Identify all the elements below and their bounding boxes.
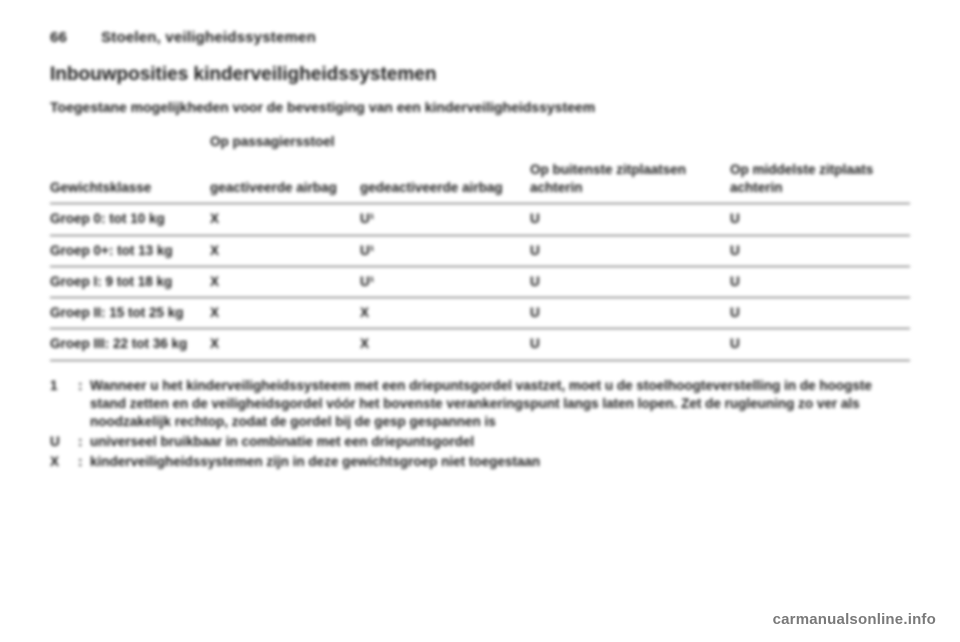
legend-key: X	[50, 453, 78, 471]
cell: X	[210, 204, 360, 235]
cell-weight: Groep I: 9 tot 18 kg	[50, 266, 210, 297]
cell: U	[730, 204, 910, 235]
page-header: 66 Stoelen, veiligheidssystemen	[50, 28, 910, 48]
table-row: Groep 0+: tot 13 kg X U¹ U U	[50, 235, 910, 266]
cell: U¹	[360, 235, 530, 266]
table-row: Groep I: 9 tot 18 kg X U¹ U U	[50, 266, 910, 297]
compatibility-table: Op passagiersstoel Gewichtsklasse geacti…	[50, 129, 910, 361]
cell: U	[530, 266, 730, 297]
cell-weight: Groep 0+: tot 13 kg	[50, 235, 210, 266]
cell: U¹	[360, 266, 530, 297]
cell: U	[530, 204, 730, 235]
legend-row: X : kinderveiligheidssystemen zijn in de…	[50, 453, 910, 471]
legend-text: Wanneer u het kinderveiligheidssysteem m…	[90, 377, 910, 432]
legend-key: U	[50, 433, 78, 451]
legend-text: kinderveiligheidssystemen zijn in deze g…	[90, 453, 910, 471]
cell: X	[360, 298, 530, 329]
cell-weight: Groep III: 22 tot 36 kg	[50, 329, 210, 360]
legend-row: 1 : Wanneer u het kinderveiligheidssyste…	[50, 377, 910, 432]
cell: U¹	[360, 204, 530, 235]
cell: U	[730, 329, 910, 360]
cell: X	[360, 329, 530, 360]
legend-colon: :	[78, 453, 90, 471]
cell: X	[210, 235, 360, 266]
cell: X	[210, 329, 360, 360]
chapter-title: Stoelen, veiligheidssystemen	[101, 29, 316, 46]
legend-text: universeel bruikbaar in combinatie met e…	[90, 433, 910, 451]
legend-key: 1	[50, 377, 78, 432]
section-title: Inbouwposities kinderveiligheidssystemen	[50, 62, 910, 88]
legend-colon: :	[78, 433, 90, 451]
table-row: Groep II: 15 tot 25 kg X X U U	[50, 298, 910, 329]
cell: U	[530, 235, 730, 266]
cell: U	[730, 235, 910, 266]
th-airbag-active: geactiveerde airbag	[210, 157, 360, 204]
cell: X	[210, 298, 360, 329]
cell: U	[530, 298, 730, 329]
cell: U	[730, 298, 910, 329]
th-weight-class: Gewichtsklasse	[50, 157, 210, 204]
legend: 1 : Wanneer u het kinderveiligheidssyste…	[50, 377, 910, 472]
cell: X	[210, 266, 360, 297]
cell: U	[730, 266, 910, 297]
th-outer-rear: Op buitenste zitplaatsen achterin	[530, 157, 730, 204]
th-middle-rear: Op middelste zitplaats achterin	[730, 157, 910, 204]
table-row: Groep III: 22 tot 36 kg X X U U	[50, 329, 910, 360]
watermark: carmanualsonline.info	[773, 610, 936, 630]
legend-colon: :	[78, 377, 90, 432]
legend-row: U : universeel bruikbaar in combinatie m…	[50, 433, 910, 451]
th-passenger-seat: Op passagiersstoel	[210, 129, 530, 157]
page-number: 66	[50, 29, 67, 46]
table-row: Groep 0: tot 10 kg X U¹ U U	[50, 204, 910, 235]
th-airbag-inactive: gedeactiveerde airbag	[360, 157, 530, 204]
cell-weight: Groep 0: tot 10 kg	[50, 204, 210, 235]
section-subtitle: Toegestane mogelijkheden voor de bevesti…	[50, 98, 910, 117]
cell: U	[530, 329, 730, 360]
cell-weight: Groep II: 15 tot 25 kg	[50, 298, 210, 329]
